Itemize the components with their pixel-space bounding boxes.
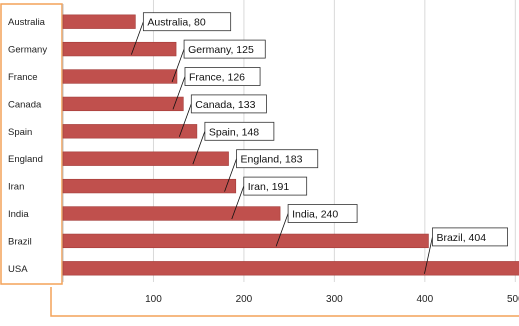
bar	[62, 261, 519, 276]
x-tick-label: 400	[416, 294, 433, 305]
callout-leader	[224, 158, 237, 192]
category-label: France	[8, 72, 38, 83]
data-label-box	[236, 149, 319, 169]
data-label-box	[243, 176, 308, 196]
data-label: England, 183	[241, 154, 303, 166]
x-tick-label: 500	[507, 294, 519, 305]
category-label: India	[8, 209, 29, 220]
data-label-box	[190, 94, 267, 114]
category-label: Iran	[8, 182, 24, 193]
data-label: Germany, 125	[188, 44, 254, 56]
data-label-box	[184, 67, 261, 86]
bar	[62, 124, 198, 139]
value-axis-frame	[50, 287, 519, 317]
category-label: Australia	[8, 17, 46, 28]
x-tick-label: 300	[326, 294, 343, 305]
category-axis-frame	[0, 3, 63, 285]
data-label: India, 240	[292, 209, 338, 221]
x-tick-label: 200	[236, 294, 253, 305]
category-label: Brazil	[8, 236, 32, 247]
category-label: Germany	[8, 45, 47, 56]
data-label: France, 126	[189, 72, 245, 84]
bar	[62, 96, 184, 112]
data-label: Australia, 80	[147, 17, 206, 29]
callout-leader	[424, 236, 433, 274]
bar	[62, 233, 429, 249]
bar	[62, 178, 237, 194]
bar	[62, 151, 229, 166]
bar	[62, 14, 136, 29]
callout-leader	[130, 21, 144, 55]
callout-leader	[231, 185, 245, 220]
data-label-box	[432, 227, 508, 247]
category-label: Canada	[8, 99, 42, 110]
category-label: Spain	[8, 127, 32, 138]
data-label: Spain, 148	[209, 126, 259, 138]
bar	[62, 69, 178, 84]
callout-leader	[172, 76, 186, 110]
category-label: USA	[8, 264, 28, 275]
callout-leader	[178, 103, 192, 137]
data-label: Iran, 191	[248, 181, 290, 193]
x-tick-label: 100	[145, 294, 162, 305]
callout-leader	[171, 48, 185, 83]
data-label-box	[183, 39, 266, 59]
data-label-box	[204, 121, 275, 141]
bar	[62, 41, 177, 57]
data-label: Canada, 133	[195, 99, 255, 111]
data-label: Brazil, 404	[436, 232, 486, 244]
data-label-box	[287, 204, 358, 223]
data-label-box	[142, 12, 232, 32]
bar	[62, 206, 281, 221]
category-label: England	[8, 154, 43, 165]
callout-leader	[192, 131, 206, 165]
callout-leader	[275, 213, 289, 247]
